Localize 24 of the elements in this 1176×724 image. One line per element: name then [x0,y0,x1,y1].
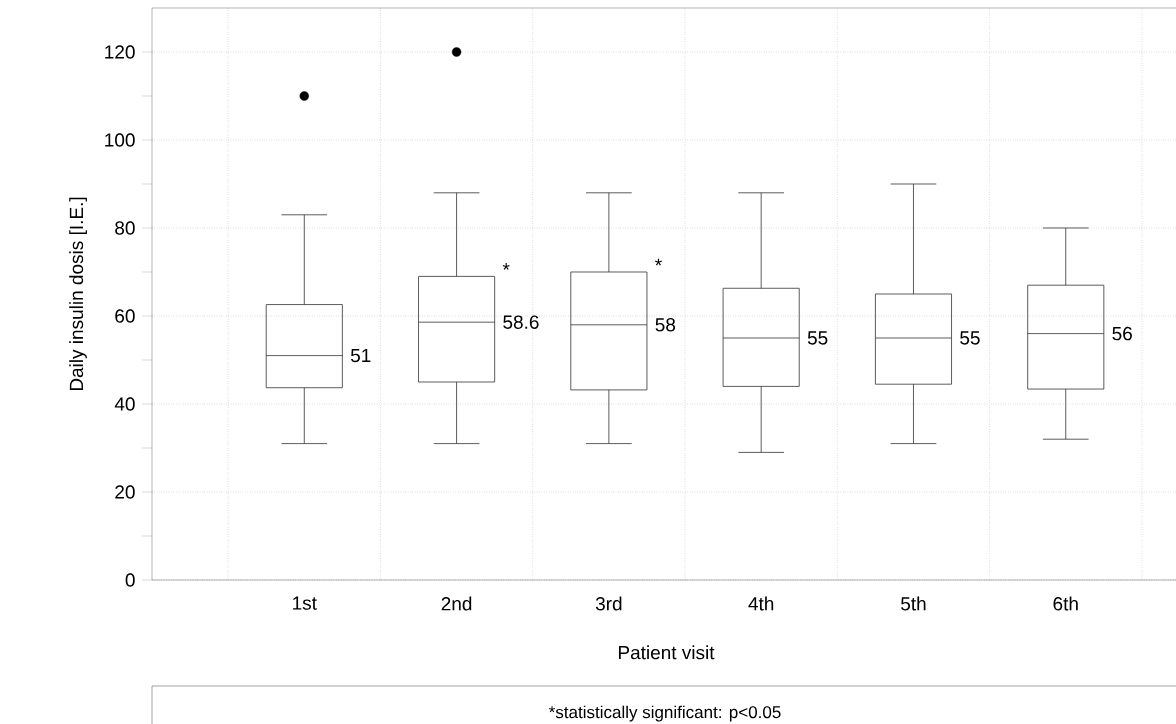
x-tick-label: 1st [293,596,317,610]
annotation: * [502,263,510,270]
text: 58.6 [503,315,539,329]
x-tick-label: 4th [748,596,774,611]
y-tick-label: 120 [105,45,135,59]
y-tick-label: 40 [114,397,135,411]
y-axis-title: Daily insulin dosis [I.E.] [69,197,87,391]
x-tick-label: 2nd [441,596,472,611]
text: 51 [350,348,371,363]
y-tick-label: 80 [115,221,135,235]
text: *statistically significant: p<0.05 [548,705,781,722]
annotation: * [655,258,662,266]
x-axis-title: Patient visit [618,645,715,660]
x-tick-label: 6th [1053,596,1078,611]
text: 55 [807,331,828,345]
x-tick-label: 3rd [595,596,622,611]
text: 56 [1112,326,1132,341]
text: 55 [960,331,980,345]
y-tick-label: 60 [115,309,135,323]
text: 58 [655,318,676,332]
y-tick-label: 100 [105,133,135,147]
x-tick-label: 5th [901,596,926,611]
y-tick-label: 0 [125,573,135,587]
y-tick-label: 20 [115,485,135,499]
